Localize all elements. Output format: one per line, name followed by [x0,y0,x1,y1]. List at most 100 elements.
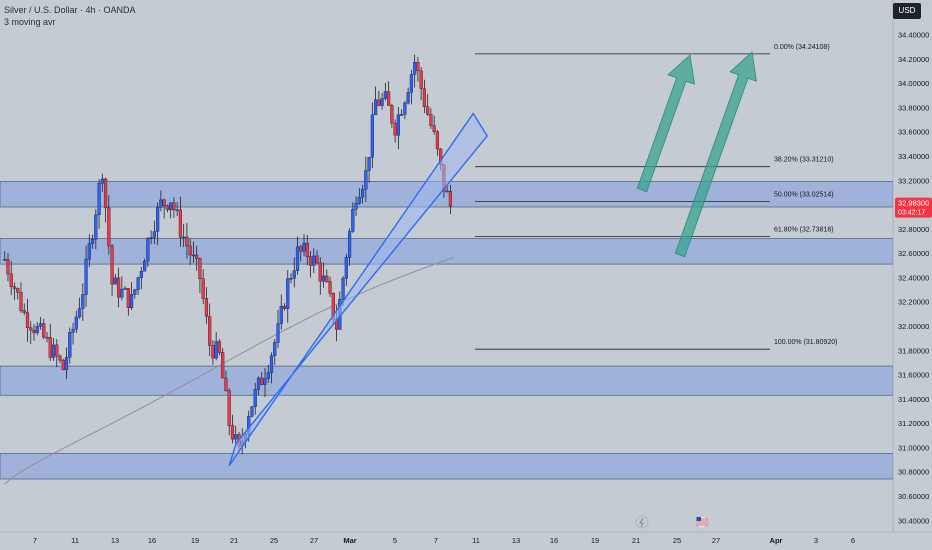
candle [260,372,264,386]
candle-body [299,246,303,252]
candle-body [198,258,202,279]
candle-body [435,131,440,150]
candle [380,93,384,110]
price-tick-label: 31.80000 [898,346,929,355]
candle [299,244,303,262]
candle-body [351,208,355,232]
price-tick-label: 34.20000 [898,55,929,64]
candle-body [263,378,267,385]
candle-body [230,425,235,440]
candle [351,201,355,233]
fib-label-0: 0.00% (34.24108) [774,44,830,51]
candle-body [360,189,365,198]
candle [162,198,166,219]
candle-body [9,273,13,287]
currency-button[interactable]: USD [893,3,921,19]
candle-body [321,275,326,282]
candle-body [426,106,430,115]
candle-body [315,255,319,264]
candle-body [367,157,371,171]
candle [224,370,228,392]
ascending-channel [228,112,489,467]
candle-body [383,91,387,99]
time-axis-panel [0,532,932,550]
moving-average-line [4,257,454,485]
candle [3,251,7,262]
candle [35,322,39,336]
target-arrow-2 [674,51,757,258]
candle-body [55,344,59,357]
candle-body [448,191,453,207]
candle-body [344,257,348,279]
zone-rect-3 [0,453,894,480]
time-tick-label: 27 [712,536,720,545]
candle [308,251,313,278]
candle-body [136,277,140,290]
candle [74,310,78,333]
candle-body [295,246,300,271]
candle [94,209,98,250]
time-tick-label: 7 [33,536,37,545]
candle [263,368,267,398]
candle [146,237,150,267]
candle [269,352,274,384]
candle-body [282,305,287,309]
candle [185,222,189,259]
candle [9,261,13,296]
candle-body [195,254,199,259]
candle-body [58,355,62,361]
time-tick-label: 13 [512,536,520,545]
chart-header: Silver / U.S. Dollar · 4h · OANDA 3 movi… [4,4,136,28]
time-tick-label: 16 [148,536,156,545]
price-tick-label: 33.40000 [898,152,929,161]
candle [139,266,143,290]
candle-body [159,199,163,208]
zone-rect-2 [0,365,894,396]
price-tick-label: 31.60000 [898,371,929,380]
price-tick-label: 30.80000 [898,468,929,477]
candle [77,297,82,319]
candle [22,303,26,316]
candle-body [146,238,150,262]
time-tick-label: 13 [111,536,119,545]
candle [211,340,215,365]
candle [81,283,85,321]
candle [383,82,387,101]
candle-body [77,308,82,318]
lightning-icon [635,515,649,529]
candle [149,230,153,245]
candle-body [126,288,130,309]
candle-body [289,278,293,280]
candle [360,184,365,204]
candle [318,257,322,295]
candle-body [29,327,33,331]
candle [347,228,352,266]
candle [448,184,453,215]
time-tick-label: 27 [310,536,318,545]
candle [48,323,52,361]
candle [409,69,413,105]
candle-body [123,288,127,290]
candle [120,276,124,301]
candle-body [256,377,261,390]
candle-body [305,242,309,257]
candle-body [234,434,238,440]
candle-body [204,298,209,317]
candle-body [273,342,277,356]
price-tick-label: 32.00000 [898,322,929,331]
candle [370,102,374,169]
lightning-icon-glyph [639,517,644,528]
time-tick-label: 25 [673,536,681,545]
candle-body [74,316,78,330]
candle-body [318,262,322,282]
candle [273,339,277,365]
candle [6,252,10,282]
candle-body [42,323,46,338]
candle-body [396,114,400,136]
candle [90,234,95,249]
candle-body [87,243,91,260]
candle [51,338,56,361]
candle-body [279,305,283,324]
candle [435,130,440,156]
